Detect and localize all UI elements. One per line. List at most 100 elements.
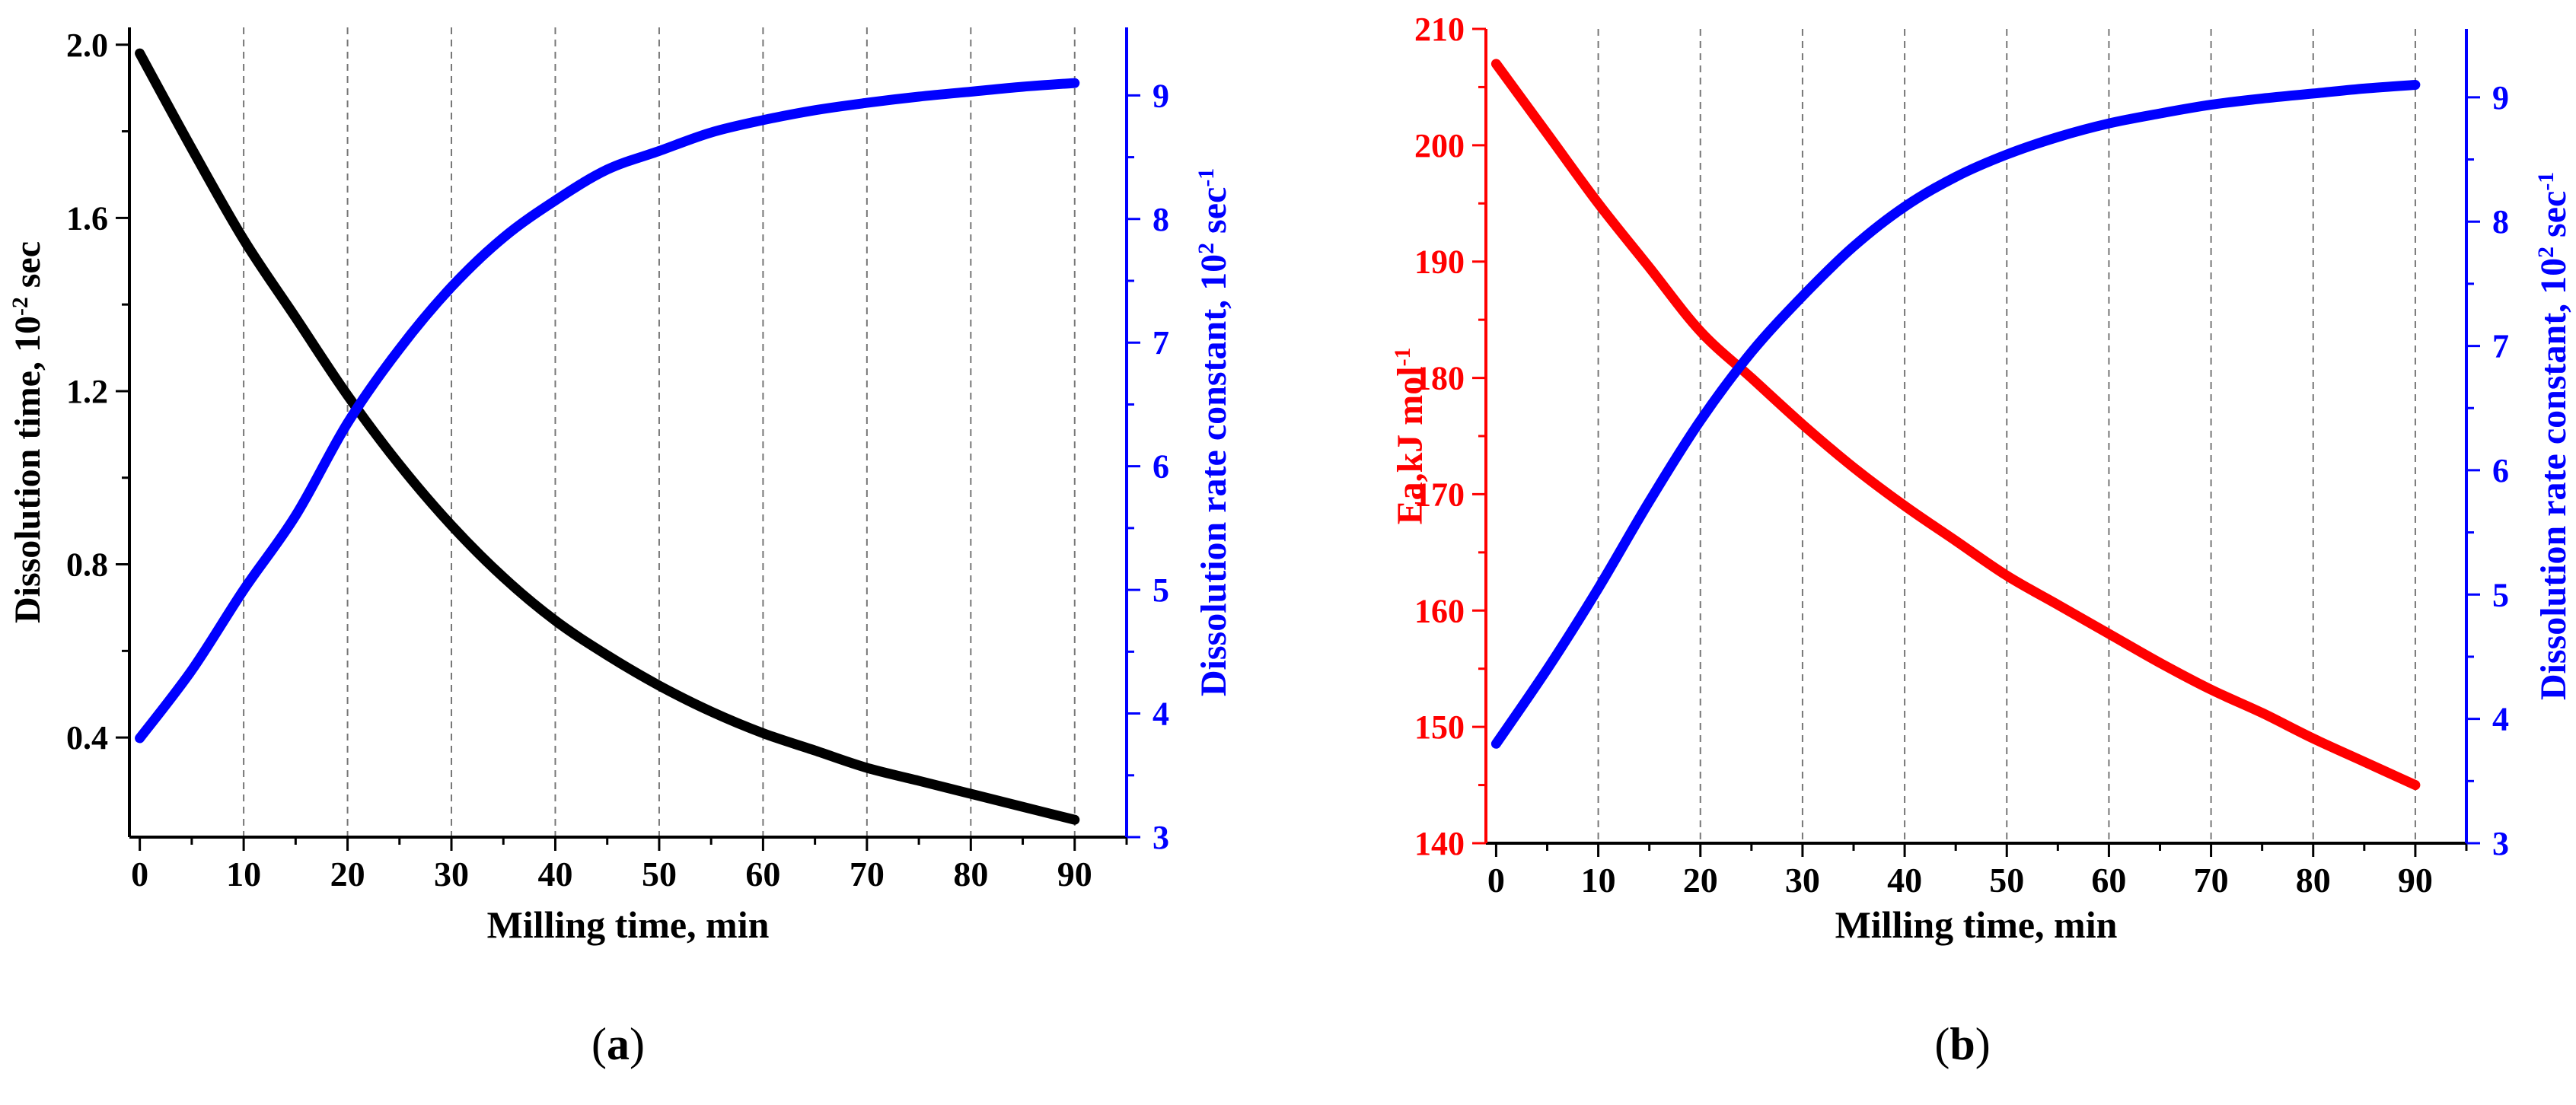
data-point-dissolution-rate-constant bbox=[293, 513, 298, 518]
right-tick-label: 5 bbox=[2492, 576, 2509, 613]
data-point-dissolution-rate-constant bbox=[2310, 91, 2316, 96]
panel-label-letter: a bbox=[607, 1019, 630, 1069]
data-point-ea bbox=[1800, 422, 1805, 427]
x-tick-label: 20 bbox=[1683, 861, 1718, 900]
data-point-dissolution-rate-constant bbox=[709, 130, 714, 135]
data-point-dissolution-rate-constant bbox=[241, 588, 247, 593]
data-point-dissolution-rate-constant bbox=[553, 198, 558, 203]
right-axis-title: Dissolution rate constant, 102 sec-1 bbox=[2533, 172, 2574, 700]
x-tick-label: 60 bbox=[2091, 861, 2126, 900]
left-tick-label: 0.4 bbox=[66, 719, 108, 756]
data-point-dissolution-time bbox=[656, 683, 662, 688]
data-point-ea bbox=[2106, 631, 2112, 636]
left-tick-label: 1.2 bbox=[66, 373, 108, 410]
right-tick-label: 9 bbox=[2492, 79, 2509, 116]
data-point-dissolution-time bbox=[189, 146, 194, 151]
left-tick-label: 140 bbox=[1414, 825, 1465, 862]
right-tick-label: 8 bbox=[1153, 201, 1169, 238]
data-point-dissolution-time bbox=[864, 766, 869, 770]
data-point-ea bbox=[1596, 201, 1601, 206]
series-line-dissolution-rate-constant bbox=[135, 78, 1080, 744]
left-axis-title: Dissolution time, 10-2 sec bbox=[8, 241, 49, 623]
data-point-ea bbox=[1647, 265, 1652, 270]
data-point-dissolution-time bbox=[553, 618, 558, 623]
data-point-ea bbox=[2361, 759, 2367, 764]
data-point-dissolution-rate-constant bbox=[1953, 174, 1959, 180]
data-point-dissolution-time bbox=[397, 462, 402, 467]
data-point-ea bbox=[1749, 375, 1754, 381]
data-point-ea bbox=[2004, 573, 2010, 578]
data-point-dissolution-rate-constant bbox=[2157, 111, 2163, 116]
data-point-dissolution-time bbox=[917, 779, 922, 783]
data-point-dissolution-rate-constant bbox=[1698, 418, 1703, 423]
data-point-dissolution-time bbox=[968, 791, 974, 797]
left-axis-title-exponent: -2 bbox=[8, 297, 33, 316]
right-tick-label: 5 bbox=[1153, 572, 1169, 609]
data-point-dissolution-rate-constant bbox=[968, 89, 974, 94]
data-point-dissolution-time bbox=[760, 731, 766, 736]
left-axis-title-exponent: -1 bbox=[1390, 348, 1415, 367]
x-tick-label: 40 bbox=[1887, 861, 1922, 900]
data-point-dissolution-rate-constant bbox=[1020, 84, 1025, 89]
series-line-dissolution-rate-constant bbox=[1490, 80, 2421, 749]
data-point-dissolution-time bbox=[812, 748, 818, 753]
right-tick-label: 7 bbox=[1153, 324, 1169, 361]
right-axis-title-exponent: 2 bbox=[1194, 243, 1219, 254]
x-tick-label: 90 bbox=[2398, 861, 2433, 900]
data-point-ea bbox=[1698, 329, 1703, 334]
left-tick-label: 170 bbox=[1414, 476, 1465, 513]
right-tick-label: 6 bbox=[2492, 452, 2509, 489]
right-tick-label: 6 bbox=[1153, 448, 1169, 486]
right-tick-label: 4 bbox=[1153, 696, 1169, 733]
panel-b-chart: 0 10 20 30 40 50 60 70 80 90 140 150 160 170 180 190 200… bbox=[1390, 11, 2574, 1069]
data-point-ea bbox=[1494, 61, 1499, 66]
data-point-dissolution-rate-constant bbox=[137, 736, 142, 740]
data-point-dissolution-rate-constant bbox=[1749, 349, 1754, 355]
data-point-dissolution-rate-constant bbox=[1902, 204, 1908, 209]
data-point-dissolution-rate-constant bbox=[1596, 586, 1601, 591]
data-point-dissolution-rate-constant bbox=[2004, 152, 2010, 157]
left-tick-label: 160 bbox=[1414, 592, 1465, 629]
left-tick-label: 2.0 bbox=[66, 27, 108, 64]
x-tick-label: 80 bbox=[953, 855, 988, 893]
right-axis-title-unit: sec bbox=[2533, 191, 2574, 247]
data-point-dissolution-rate-constant bbox=[604, 167, 610, 172]
right-axis-title-unit-exponent: -1 bbox=[2533, 172, 2558, 191]
x-tick-label: 80 bbox=[2296, 861, 2331, 900]
data-point-dissolution-time bbox=[345, 393, 350, 398]
data-point-dissolution-time bbox=[1072, 817, 1077, 823]
data-point-dissolution-rate-constant bbox=[1851, 244, 1856, 249]
data-point-dissolution-rate-constant bbox=[656, 148, 662, 154]
series-line-ea bbox=[1490, 59, 2421, 791]
left-tick-label: 0.8 bbox=[66, 546, 108, 584]
x-tick-label: 70 bbox=[850, 855, 885, 893]
right-axis-title-unit: sec bbox=[1194, 187, 1234, 243]
data-point-dissolution-time bbox=[604, 653, 610, 658]
data-point-dissolution-rate-constant bbox=[345, 420, 350, 425]
right-tick-label: 8 bbox=[2492, 203, 2509, 240]
data-point-dissolution-time bbox=[709, 709, 714, 714]
x-axis-title: Milling time, min bbox=[1835, 903, 2118, 946]
x-tick-label: 70 bbox=[2194, 861, 2229, 900]
data-point-dissolution-time bbox=[1020, 804, 1025, 810]
x-tick-label: 30 bbox=[434, 855, 469, 893]
data-point-dissolution-rate-constant bbox=[397, 346, 402, 352]
data-point-dissolution-time bbox=[241, 237, 247, 242]
x-tick-label: 50 bbox=[642, 855, 677, 893]
right-tick-label: 3 bbox=[2492, 825, 2509, 862]
data-point-dissolution-rate-constant bbox=[2055, 135, 2061, 140]
x-tick-label: 20 bbox=[330, 855, 365, 893]
x-tick-label: 90 bbox=[1057, 855, 1092, 893]
data-point-ea bbox=[2259, 710, 2265, 715]
x-tick-label: 30 bbox=[1785, 861, 1820, 900]
x-tick-label: 0 bbox=[1487, 861, 1505, 900]
data-point-dissolution-rate-constant bbox=[2259, 96, 2265, 101]
data-point-dissolution-rate-constant bbox=[2106, 121, 2112, 126]
data-point-ea bbox=[1902, 503, 1908, 508]
right-axis-title: Dissolution rate constant, 102 sec-1 bbox=[1194, 168, 1235, 696]
panel-label: (b) bbox=[1934, 1019, 1990, 1069]
data-point-dissolution-time bbox=[293, 315, 298, 320]
data-point-ea bbox=[2412, 782, 2418, 788]
left-tick-label: 210 bbox=[1414, 11, 1465, 48]
